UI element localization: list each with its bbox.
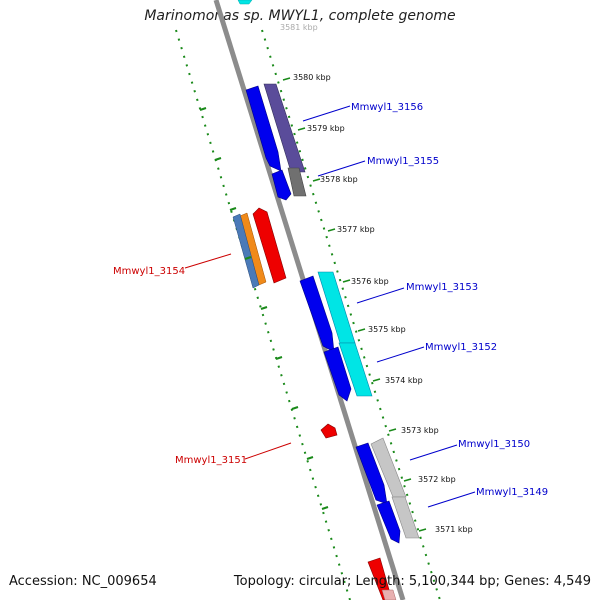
tick-mark [199, 107, 207, 111]
tick-mark [244, 256, 252, 260]
tick-mark [306, 456, 314, 460]
tick-label: 3579 kbp [307, 124, 345, 133]
feature-partial-cyan[interactable] [237, 0, 253, 5]
cog-blocks [263, 83, 420, 539]
cds-arrow-mmwyl1-3154[interactable] [252, 207, 287, 284]
tick-mark [260, 306, 268, 310]
cds-arrow-mmwyl1-3151[interactable] [320, 423, 338, 439]
leader-mmwyl1-3153 [356, 287, 405, 304]
tick-mark [418, 528, 427, 532]
leader-mmwyl1-3154 [184, 253, 232, 269]
tick-label: 3571 kbp [435, 525, 473, 534]
cog-block-gray[interactable] [287, 167, 307, 197]
gene-label-mmwyl1-3150[interactable]: Mmwyl1_3150 [458, 439, 530, 450]
tick-mark [275, 356, 283, 360]
gene-label-mmwyl1-3151[interactable]: Mmwyl1_3151 [175, 455, 247, 466]
tick-label: 3573 kbp [401, 426, 439, 435]
cog-block-steelblue[interactable] [232, 213, 260, 289]
cog-block-partial-bottom[interactable] [381, 589, 397, 600]
leader-mmwyl1-3151 [244, 442, 292, 460]
tick-mark [321, 506, 329, 510]
tick-mark [327, 228, 336, 232]
cds-arrow-mmwyl1-3149[interactable] [376, 500, 401, 544]
inner-ring-dotted [261, 29, 441, 600]
tick-mark [229, 207, 237, 211]
outer-ring-dotted [175, 29, 351, 600]
tick-label: 3578 kbp [320, 175, 358, 184]
gene-label-mmwyl1-3155[interactable]: Mmwyl1_3155 [367, 156, 439, 167]
cds-arrow-mmwyl1-3150[interactable] [355, 442, 388, 505]
leader-mmwyl1-3152 [376, 346, 425, 363]
gene-label-mmwyl1-3152[interactable]: Mmwyl1_3152 [425, 342, 497, 353]
tick-mark [403, 478, 412, 482]
leader-mmwyl1-3150 [409, 444, 458, 461]
tick-label: 3577 kbp [337, 225, 375, 234]
cog-block-cyan-2[interactable] [338, 342, 373, 397]
tick-label: 3572 kbp [418, 475, 456, 484]
cds-arrow-mmwyl1-3152[interactable] [323, 346, 352, 402]
tick-label: 3581 kbp [280, 23, 318, 32]
cds-arrow-mmwyl1-3155[interactable] [271, 169, 292, 201]
gene-label-mmwyl1-3153[interactable]: Mmwyl1_3153 [406, 282, 478, 293]
gene-label-mmwyl1-3156[interactable]: Mmwyl1_3156 [351, 102, 423, 113]
tick-labels: 3581 kbp 3580 kbp 3579 kbp 3578 kbp 3577… [280, 23, 473, 534]
cds-arrow-partial-bottom[interactable] [367, 557, 393, 600]
tick-mark [342, 279, 351, 283]
gene-label-leaders [184, 105, 476, 508]
tick-marks [282, 77, 427, 532]
leader-mmwyl1-3155 [317, 160, 366, 177]
genome-summary-text: Topology: circular; Length: 5,100,344 bp… [233, 574, 591, 589]
cds-arrow-mmwyl1-3153[interactable] [299, 275, 335, 353]
tick-mark [372, 378, 381, 382]
cog-block-lightgray-1[interactable] [370, 437, 407, 498]
ring-tick-marks [199, 107, 329, 510]
cog-block-purple[interactable] [263, 83, 306, 173]
cog-block-lightgray-2[interactable] [391, 496, 420, 539]
tick-mark [214, 157, 222, 161]
tick-mark [282, 77, 291, 81]
tick-mark [388, 428, 397, 432]
gene-labels: Mmwyl1_3156 Mmwyl1_3155 Mmwyl1_3154 Mmwy… [113, 102, 548, 498]
accession-text: Accession: NC_009654 [9, 574, 157, 589]
tick-label: 3574 kbp [385, 376, 423, 385]
ring-guides [175, 29, 441, 600]
tick-label: 3576 kbp [351, 277, 389, 286]
tick-mark [357, 328, 366, 332]
tick-label: 3575 kbp [368, 325, 406, 334]
tick-mark [312, 178, 321, 182]
gene-label-mmwyl1-3149[interactable]: Mmwyl1_3149 [476, 487, 548, 498]
leader-mmwyl1-3156 [302, 105, 351, 122]
cds-features [232, 85, 401, 600]
gene-label-mmwyl1-3154[interactable]: Mmwyl1_3154 [113, 266, 185, 277]
leader-mmwyl1-3149 [427, 491, 476, 508]
tick-mark [297, 127, 306, 131]
tick-label: 3580 kbp [293, 73, 331, 82]
tick-mark [291, 406, 299, 410]
